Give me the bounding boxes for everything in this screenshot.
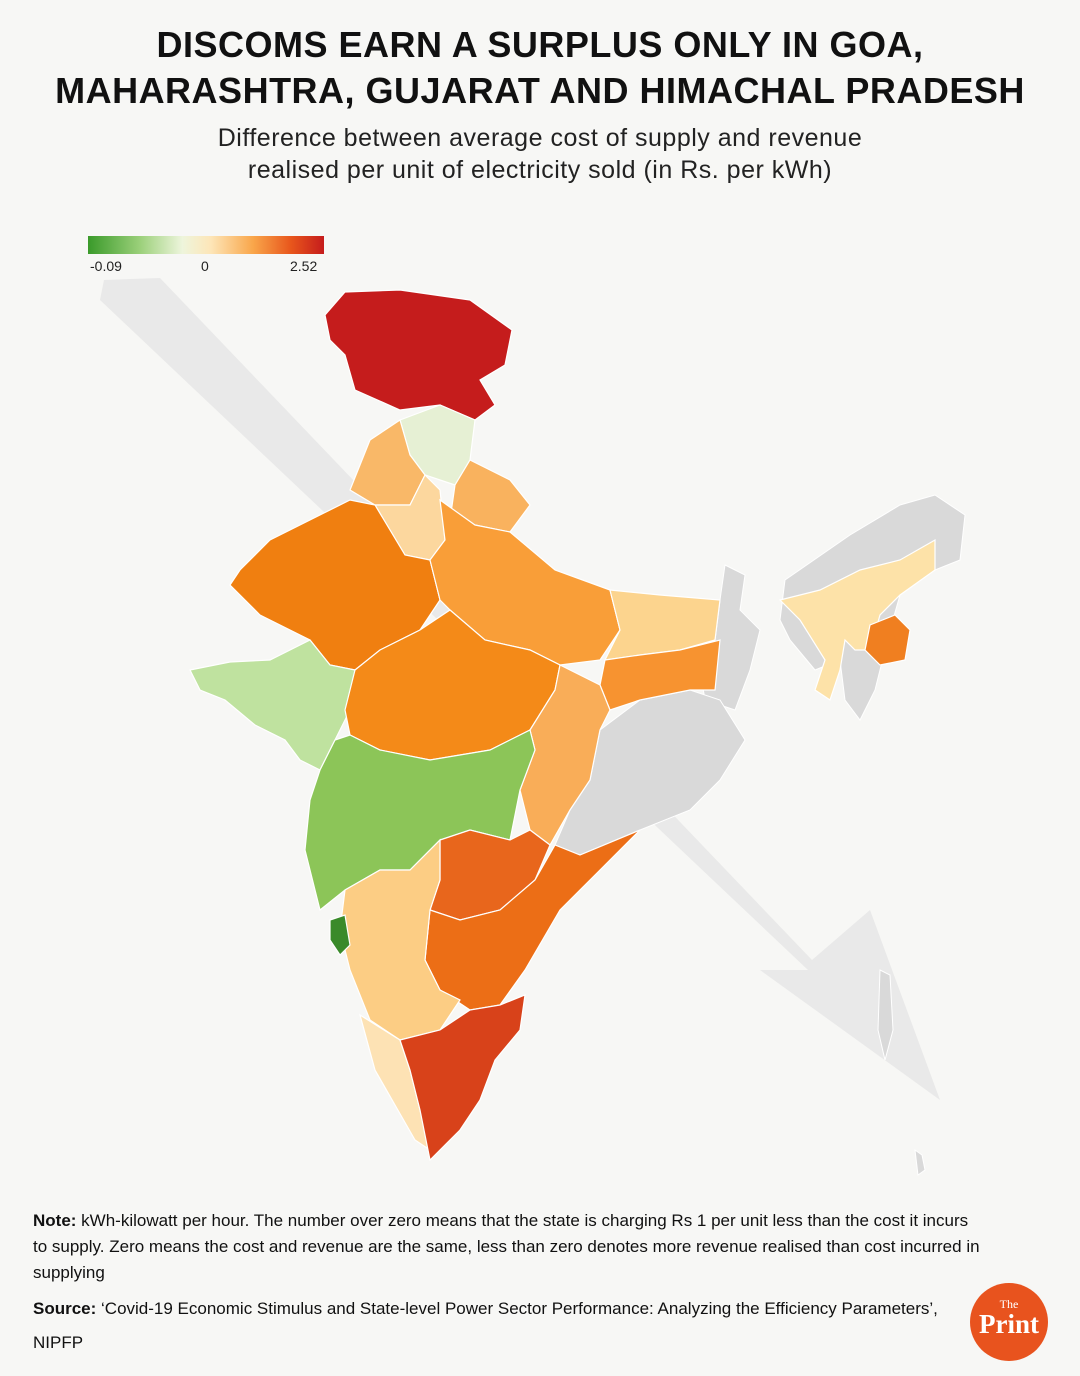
region-no-data-andaman-islands xyxy=(877,969,894,1061)
source-citation: Source: ‘Covid-19 Economic Stimulus and … xyxy=(33,1292,963,1360)
legend-max-label: 2.52 xyxy=(290,258,318,274)
region-no-data-nicobar-islands xyxy=(914,1148,926,1176)
source-label: Source: xyxy=(33,1299,97,1318)
region-manipur xyxy=(864,614,911,666)
logo-the: The xyxy=(999,1297,1019,1311)
title-line-1: DISCOMS EARN A SURPLUS ONLY IN GOA, xyxy=(156,24,924,65)
logo-print: Print xyxy=(979,1309,1039,1339)
subtitle-line-1: Difference between average cost of suppl… xyxy=(217,124,863,152)
note-label: Note: xyxy=(33,1211,77,1230)
title-line-2: MAHARASHTRA, GUJARAT AND HIMACHAL PRADES… xyxy=(55,70,1025,111)
theprint-logo: The Print xyxy=(970,1283,1048,1361)
region-jammu-kashmir xyxy=(324,289,513,421)
region-karnataka xyxy=(339,838,461,1041)
subtitle-line-2: realised per unit of electricity sold (i… xyxy=(247,156,833,184)
footnote: Note: kWh-kilowatt per hour. The number … xyxy=(33,1208,983,1286)
region-tamil-nadu xyxy=(399,994,526,1162)
legend-zero-label: 0 xyxy=(201,258,209,274)
color-scale-legend xyxy=(88,236,324,254)
legend-min-label: -0.09 xyxy=(90,258,122,274)
chart-title: DISCOMS EARN A SURPLUS ONLY IN GOA, MAHA… xyxy=(0,22,1080,114)
note-text: kWh-kilowatt per hour. The number over z… xyxy=(33,1211,980,1282)
region-goa xyxy=(329,914,351,956)
chart-subtitle: Difference between average cost of suppl… xyxy=(0,122,1080,186)
source-text: ‘Covid-19 Economic Stimulus and State-le… xyxy=(33,1299,938,1352)
india-choropleth-map xyxy=(100,278,966,1176)
